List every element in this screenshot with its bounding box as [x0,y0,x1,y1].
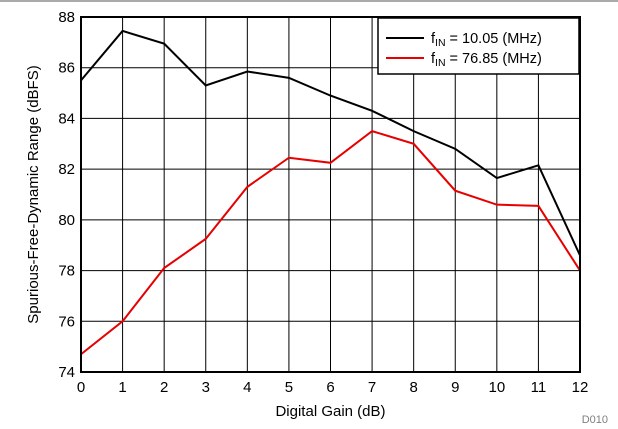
y-tick-label: 78 [58,263,75,280]
data-point [412,130,415,133]
y-tick-label: 84 [58,110,75,127]
legend-label: fIN = 76.85 (MHz) [431,51,542,69]
data-point [121,29,124,32]
x-tick-label: 9 [451,379,459,396]
data-point [287,156,290,159]
data-point [246,185,249,188]
legend-label: fIN = 10.05 (MHz) [431,31,542,49]
x-tick-label: 5 [285,379,293,396]
x-tick-label: 8 [409,379,417,396]
y-axis-title: Spurious-Free-Dynamic Range (dBFS) [25,65,42,323]
data-point [495,203,498,206]
data-point [537,164,540,167]
plot-area-frame [80,16,581,373]
x-tick-label: 3 [202,379,210,396]
legend-box [377,17,580,75]
legend: fIN = 10.05 (MHz) fIN = 76.85 (MHz) [377,17,580,75]
data-point [204,237,207,240]
x-tick-label: 2 [160,379,168,396]
data-point [163,42,166,45]
x-tick-label: 11 [531,379,547,396]
data-point [454,189,457,192]
y-tick-label: 82 [58,161,75,178]
data-point [287,76,290,79]
y-axis-ticks: 74 76 78 80 82 84 86 88 [58,9,75,381]
y-tick-label: 74 [58,364,75,381]
data-point [121,320,124,323]
x-axis-title: Digital Gain (dB) [275,403,385,420]
data-point [246,70,249,73]
x-tick-label: 10 [488,379,505,396]
data-point [329,94,332,97]
x-tick-label: 4 [243,379,251,396]
y-tick-label: 80 [58,212,75,229]
data-point [412,142,415,145]
data-point [371,109,374,112]
y-tick-label: 76 [58,313,75,330]
series-layer [80,29,581,356]
data-point [495,177,498,180]
data-point [537,204,540,207]
x-tick-label: 12 [572,379,589,396]
data-point [163,267,166,270]
x-tick-label: 1 [118,379,126,396]
figure-id-label: D010 [582,414,608,426]
y-tick-label: 88 [58,9,75,26]
x-tick-label: 0 [77,379,85,396]
data-point [329,161,332,164]
x-tick-label: 6 [326,379,334,396]
data-point [454,147,457,150]
y-tick-label: 86 [58,60,75,77]
data-point [204,84,207,87]
data-point [371,130,374,133]
x-axis-ticks: 0 1 2 3 4 5 6 7 8 9 10 11 12 [77,379,589,396]
x-tick-label: 7 [368,379,376,396]
